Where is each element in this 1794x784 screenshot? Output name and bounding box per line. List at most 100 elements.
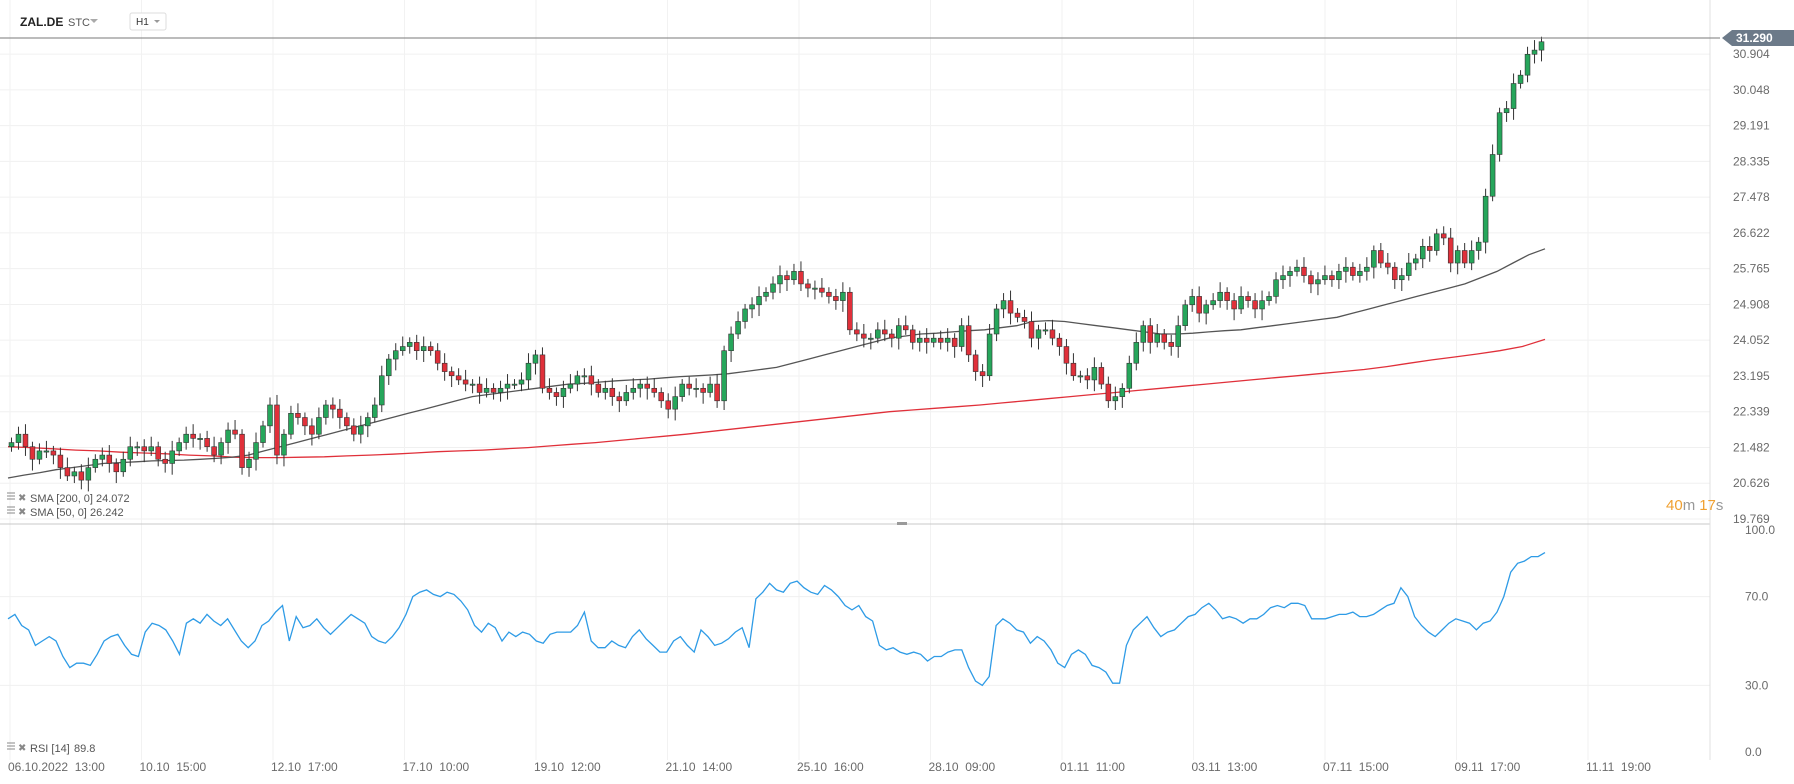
candle: [155, 441, 161, 467]
candle: [1538, 36, 1545, 62]
candle: [260, 420, 266, 448]
candle: [1196, 286, 1202, 323]
candle: [721, 345, 727, 410]
candle: [944, 328, 951, 352]
market-label[interactable]: STC: [68, 17, 90, 29]
candle: [1364, 257, 1370, 281]
sma-50-line: [7, 248, 1546, 479]
candle: [1399, 268, 1405, 292]
candle: [85, 457, 92, 492]
candle: [567, 374, 574, 394]
candle: [742, 303, 748, 329]
candle: [833, 288, 839, 310]
candle: [679, 379, 685, 402]
candle: [735, 311, 741, 340]
pane-resize-handle[interactable]: [897, 522, 907, 525]
candle: [1392, 262, 1398, 289]
candle: [588, 365, 595, 396]
candle: [351, 418, 357, 442]
candle: [672, 386, 678, 421]
candle: [1140, 320, 1147, 352]
candle: [1273, 272, 1279, 304]
candle: [1378, 242, 1384, 269]
symbol-label[interactable]: ZAL.DE: [20, 15, 63, 29]
candle: [113, 458, 120, 484]
candle: [1419, 238, 1426, 269]
sma-50-legend[interactable]: ✖ SMA [50, 0] 26.242: [7, 506, 124, 519]
candle: [1154, 323, 1161, 348]
candle: [525, 353, 532, 390]
candle: [225, 422, 231, 454]
candle: [288, 405, 294, 440]
candle: [1182, 299, 1188, 331]
sma-200-path: [7, 338, 1546, 459]
candle: [413, 334, 420, 360]
candle: [602, 380, 609, 400]
candle: [441, 353, 448, 381]
candle: [1371, 245, 1377, 279]
candle: [532, 349, 539, 375]
candle: [204, 430, 210, 452]
rsi-tick-label: 30.0: [1745, 678, 1769, 692]
candle: [420, 336, 427, 362]
candle: [1147, 318, 1154, 354]
candle: [1119, 383, 1126, 408]
rsi-label: RSI [14]: [30, 743, 70, 755]
candle: [15, 426, 22, 450]
candle: [1489, 144, 1496, 202]
candle: [232, 420, 238, 440]
chevron-down-icon[interactable]: [90, 19, 98, 23]
countdown-minutes: 40: [1666, 497, 1683, 514]
grid-lines: [0, 0, 1710, 760]
candle: [1440, 226, 1447, 246]
menu-icon[interactable]: [7, 506, 15, 514]
candle: [253, 432, 259, 471]
candle: [819, 278, 825, 298]
candle: [1042, 322, 1049, 335]
candle: [777, 265, 783, 294]
rsi-legend[interactable]: ✖ RSI [14] 89.8: [7, 742, 95, 755]
candle: [651, 378, 657, 398]
candle: [889, 328, 895, 348]
candle: [302, 412, 308, 436]
sma-200-legend[interactable]: ✖ SMA [200, 0] 24.072: [7, 492, 130, 505]
candle: [344, 412, 350, 431]
candle: [1357, 263, 1363, 283]
candle: [427, 341, 434, 356]
candle: [8, 437, 15, 452]
candle: [553, 387, 560, 406]
interval-selector[interactable]: H1: [129, 12, 167, 31]
candle: [993, 303, 1000, 342]
close-icon[interactable]: ✖: [18, 743, 26, 754]
candle: [162, 451, 168, 473]
candle: [197, 433, 203, 450]
rsi-tick-label: 100.0: [1745, 523, 1775, 537]
candle: [937, 330, 944, 350]
candle: [1524, 46, 1531, 83]
candle: [826, 287, 832, 304]
candle: [728, 326, 734, 362]
close-icon[interactable]: ✖: [18, 507, 26, 518]
candle: [64, 457, 71, 481]
menu-icon[interactable]: [7, 742, 15, 750]
close-icon[interactable]: ✖: [18, 493, 26, 504]
candle: [483, 378, 490, 398]
candle: [469, 379, 476, 394]
candle: [1406, 253, 1412, 281]
candle: [120, 451, 127, 477]
candle: [630, 378, 637, 400]
candle: [365, 412, 371, 438]
price-tick-label: 23.195: [1733, 369, 1770, 383]
candle: [1014, 308, 1021, 323]
candle: [183, 426, 189, 450]
chevron-down-icon: [154, 20, 160, 23]
candle: [1105, 376, 1112, 408]
candle: [1161, 328, 1167, 350]
candle: [951, 333, 958, 358]
candle: [1217, 282, 1223, 308]
candle: [1168, 334, 1174, 356]
price-axis-ticks: 30.904 30.048 29.191 28.335 27.478 26.622 25.7…: [1733, 47, 1770, 526]
menu-icon[interactable]: [7, 492, 15, 500]
time-tick-label: 11.11 19:00: [1586, 760, 1651, 774]
